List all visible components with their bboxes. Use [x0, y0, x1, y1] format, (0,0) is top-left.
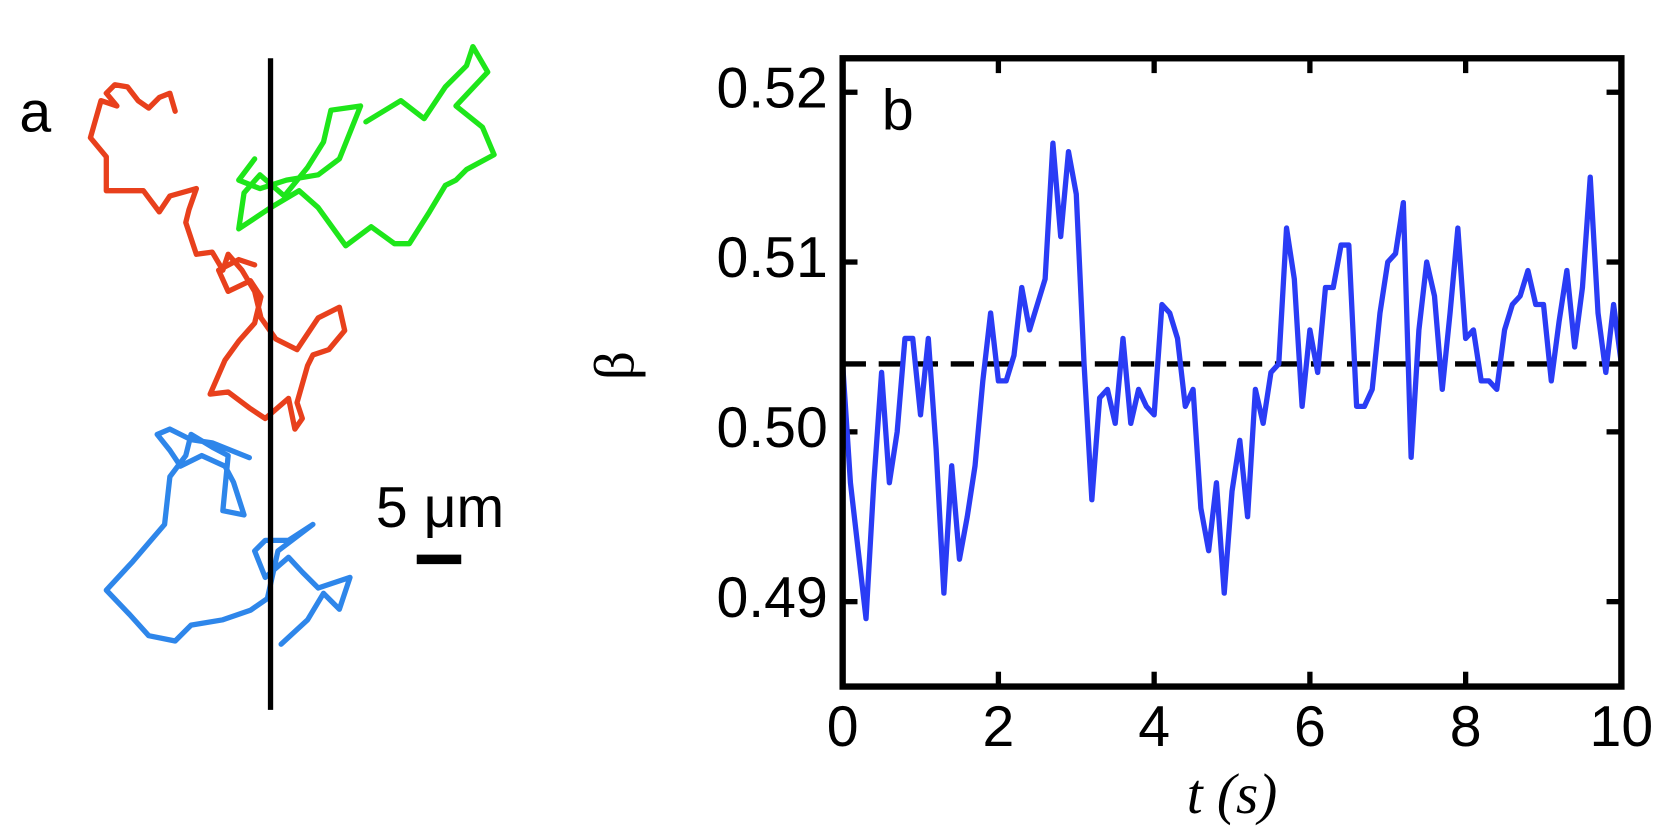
- y-tick-label: 0.50: [716, 396, 827, 460]
- y-tick-label: 0.49: [716, 566, 827, 630]
- trajectory: [103, 426, 353, 647]
- plot-frame: [839, 55, 1625, 690]
- scale-bar-label: 5 μm: [376, 476, 504, 540]
- y-axis-label: β: [583, 351, 646, 380]
- trajectory: [236, 43, 497, 249]
- x-tick-label: 2: [982, 695, 1014, 759]
- trajectory: [87, 82, 348, 432]
- x-axis-label: t (s): [1187, 763, 1278, 826]
- panel-label: b: [882, 79, 914, 143]
- x-tick-label: 6: [1294, 695, 1326, 759]
- y-tick-label: 0.52: [716, 56, 827, 120]
- panel-label: a: [19, 81, 51, 145]
- x-tick-label: 4: [1138, 695, 1170, 759]
- panel-b: 0.49 0.50 0.51 0.52 0 2 4 6 8 10 b t (s) β: [583, 55, 1654, 826]
- y-tick-label: 0.51: [716, 226, 827, 290]
- x-tick-label: 0: [827, 695, 859, 759]
- x-tick-label: 10: [1590, 695, 1654, 759]
- data-line: [840, 140, 1625, 622]
- x-tick-label: 8: [1450, 695, 1482, 759]
- panel-a: a 5 μm: [19, 43, 504, 710]
